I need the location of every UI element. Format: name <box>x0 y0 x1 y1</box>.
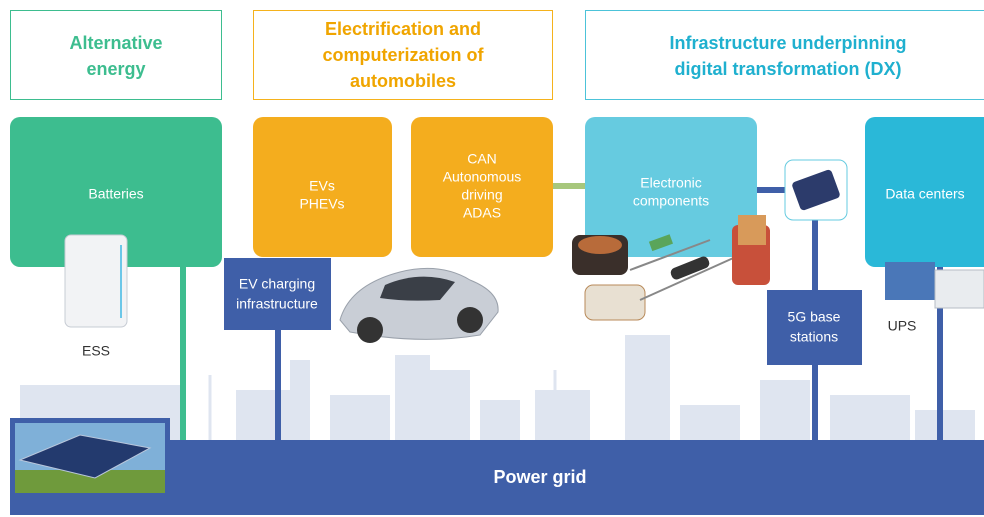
category-title: computerization of <box>323 45 485 65</box>
box-label: CAN <box>467 151 497 167</box>
servers <box>885 262 984 308</box>
box-label: driving <box>461 187 502 203</box>
diagram: Alternative energy Electrification and c… <box>0 0 984 517</box>
ess-device <box>65 235 127 327</box>
category-title: automobiles <box>350 71 456 91</box>
box-label: components <box>633 193 709 209</box>
category-title: digital transformation (DX) <box>674 59 901 79</box>
car <box>340 268 498 343</box>
box-label: Batteries <box>88 186 143 202</box>
box-label: Autonomous <box>443 169 522 185</box>
category-frame <box>586 11 984 100</box>
box-label: PHEVs <box>299 196 344 212</box>
category-frame <box>11 11 222 100</box>
category-title: Electrification and <box>325 19 481 39</box>
box-label: ADAS <box>463 205 501 221</box>
label: UPS <box>888 318 917 334</box>
label: ESS <box>82 343 110 359</box>
small-box <box>224 258 331 330</box>
small-box-label: stations <box>790 329 838 345</box>
box-label: Electronic <box>640 175 701 191</box>
category-title: Infrastructure underpinning <box>669 33 906 53</box>
power-grid-label: Power grid <box>493 467 586 487</box>
box-label: Data centers <box>885 186 964 202</box>
small-box-label: EV charging <box>239 276 315 292</box>
small-box-label: infrastructure <box>236 296 318 312</box>
category-title: Alternative <box>69 33 162 53</box>
category-title: energy <box>86 59 145 79</box>
small-box-label: 5G base <box>788 309 841 325</box>
box-label: EVs <box>309 178 335 194</box>
small-box <box>767 290 862 365</box>
